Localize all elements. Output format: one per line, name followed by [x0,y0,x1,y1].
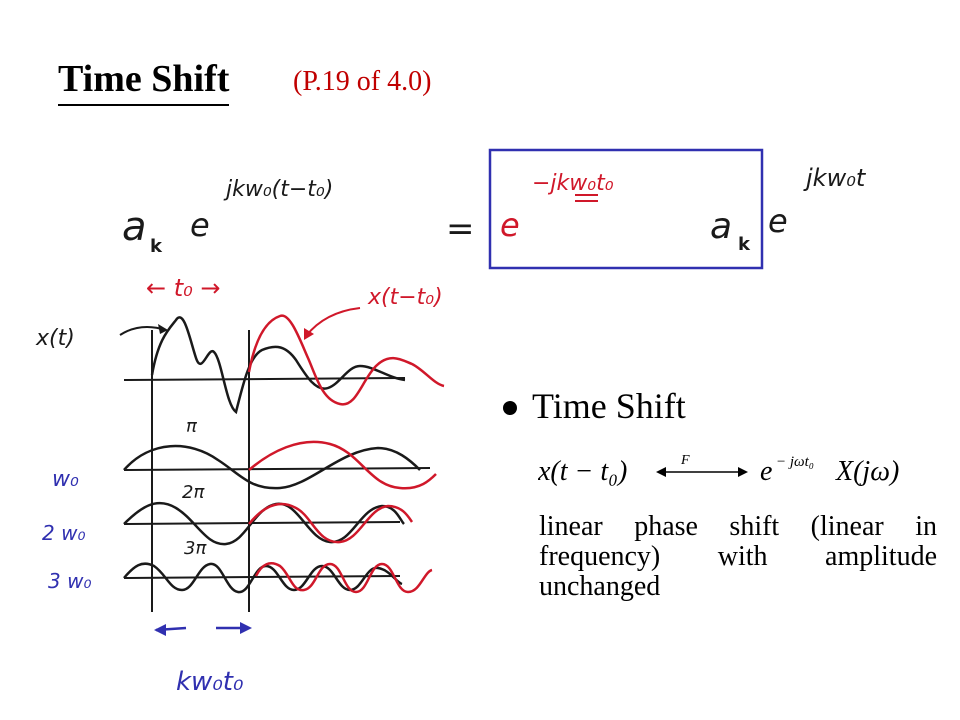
harmonic-1-original [123,444,421,490]
x-t-label: x(t) [35,326,75,351]
harmonic-1-shifted [248,440,437,490]
lhs-sub: k [150,236,163,257]
formula-rhs-tail: X(jω) [835,456,899,487]
page-subtitle: (P.19 of 4.0) [293,66,432,97]
t0-marker: ← t₀ → [146,274,221,302]
rhs-exp: jkw₀t [803,164,867,192]
formula-arrowhead-right [738,467,748,477]
formula-arrowhead-left [656,467,666,477]
formula-rhs-base: e [760,456,772,487]
box-base: e [500,206,520,244]
harmonic-2-shifted [248,502,414,544]
rhs-base: e [768,202,788,240]
x-shift-arrow [305,307,361,337]
equals-sign: = [446,209,475,249]
baseline-3 [123,521,401,525]
harmonic-3-shifted [254,562,433,594]
harmonic-3-original [123,562,403,594]
w0-label: w₀ [52,467,79,492]
box-sub: k [738,234,751,255]
baseline-1 [123,377,406,381]
bullet-dot [503,401,517,415]
kw-arrowhead-left [154,624,166,636]
description-text: linear phase shift (linear in frequency)… [539,511,937,602]
pi-label-3: 3π [184,538,207,559]
lhs-coef: a [122,204,147,250]
lhs-base: e [190,206,210,244]
formula-lhs: x(t − t₀) [538,456,627,487]
formula-op: F [680,453,690,468]
box-exp: −jkw₀t₀ [532,171,614,196]
pi-label-1: π [186,416,198,437]
w3-label: 3 w₀ [48,569,91,593]
lhs-exp: jkw₀(t−t₀) [223,177,333,202]
baseline-4 [123,575,401,579]
x-shift-label: x(t−t₀) [367,285,443,310]
x-shift-arrowhead [304,328,314,340]
signal-shifted [247,314,445,406]
highlight-box [488,148,764,270]
w2-label: 2 w₀ [42,521,85,545]
page-title: Time Shift [58,60,230,106]
kw-arrowhead-right [240,622,252,634]
x-t-arrowhead [158,324,168,334]
box-coef: a [710,206,732,247]
formula-rhs-exp: − jωt₀ [776,454,814,470]
kw-label: kw₀t₀ [176,667,244,697]
fourier-shift-formula: x(t − t₀) F e − jωt₀ X(jω) [538,453,899,487]
baseline-2 [123,467,431,471]
pi-label-2: 2π [182,482,205,503]
signal-original [150,316,406,415]
bullet-title: Time Shift [532,386,686,426]
